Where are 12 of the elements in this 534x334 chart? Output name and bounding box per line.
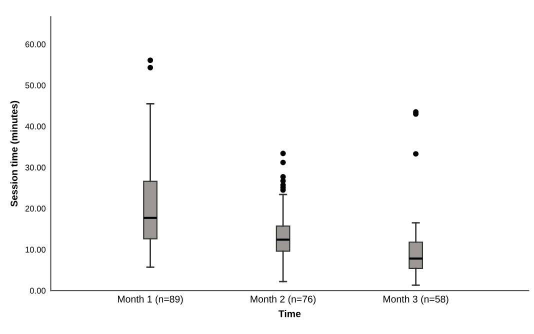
y-tick-label: 60.00 [25,41,46,48]
y-tick-label: 30.00 [25,164,46,170]
y-tick-label: 20.00 [25,206,46,212]
y-tick-label: 40.00 [25,124,46,130]
x-tick-label: Month 3 (n=58) [384,295,448,304]
x-axis-title: Time [278,310,301,318]
y-tick-label: 50.00 [25,82,46,88]
y-tick-label: 0.00 [30,288,46,294]
x-tick-label: Month 2 (n=76) [250,295,316,304]
y-tick-label: 10.00 [26,246,46,253]
y-axis-title: Session time (minutes) [10,100,20,207]
x-tick-label: Month 1 (n=89) [118,295,183,304]
